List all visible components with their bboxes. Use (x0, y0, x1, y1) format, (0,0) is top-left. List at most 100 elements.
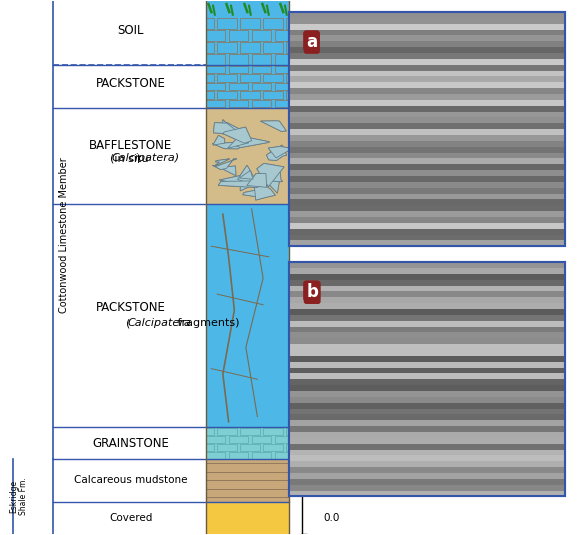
Polygon shape (266, 145, 287, 160)
Polygon shape (213, 159, 237, 170)
Bar (217, 74, 236, 82)
Bar (289, 274, 565, 280)
Bar (289, 77, 565, 82)
Bar (289, 444, 565, 449)
Bar (275, 452, 289, 458)
Polygon shape (236, 135, 270, 148)
Bar (240, 91, 260, 99)
Polygon shape (247, 173, 266, 187)
Bar (275, 54, 289, 65)
Bar (263, 18, 283, 29)
Bar (289, 491, 565, 496)
Bar (289, 362, 565, 368)
Bar (289, 12, 565, 18)
Bar (289, 211, 565, 217)
Bar (289, 147, 565, 152)
Bar (206, 42, 214, 52)
Polygon shape (257, 163, 284, 187)
Bar (206, 30, 225, 41)
Text: SOIL: SOIL (117, 24, 144, 37)
Bar (289, 123, 565, 129)
Text: PACKSTONE: PACKSTONE (96, 301, 166, 314)
Bar (289, 332, 565, 338)
Bar (206, 435, 225, 443)
Polygon shape (254, 186, 275, 200)
Bar (275, 100, 289, 108)
Bar (289, 112, 565, 117)
Bar (289, 415, 565, 421)
Bar (289, 426, 565, 432)
Bar (251, 100, 271, 108)
Bar (289, 297, 565, 303)
Bar (289, 397, 565, 403)
Bar (289, 320, 565, 326)
Polygon shape (239, 171, 253, 179)
Bar (289, 65, 565, 71)
Polygon shape (259, 172, 283, 182)
Bar (251, 435, 271, 443)
Bar (240, 427, 260, 435)
Bar (240, 42, 260, 52)
Bar (206, 74, 214, 82)
Bar (286, 18, 289, 29)
Bar (217, 42, 236, 52)
Bar (289, 35, 565, 41)
Bar (289, 485, 565, 491)
Polygon shape (259, 172, 283, 182)
Polygon shape (213, 123, 236, 134)
Bar (289, 461, 565, 467)
Bar (206, 100, 225, 108)
Bar (289, 240, 565, 246)
Bar (206, 204, 289, 427)
Polygon shape (218, 181, 265, 188)
Bar (289, 292, 565, 297)
Bar (206, 54, 225, 65)
Bar (289, 176, 565, 182)
Polygon shape (212, 142, 247, 149)
Bar (206, 502, 289, 533)
Bar (289, 379, 565, 385)
Bar (229, 54, 248, 65)
Polygon shape (220, 173, 250, 182)
Bar (289, 117, 565, 123)
Bar (229, 452, 248, 458)
Bar (289, 326, 565, 332)
Bar (289, 194, 565, 200)
Bar (289, 368, 565, 373)
Polygon shape (266, 145, 287, 160)
Bar (289, 234, 565, 240)
Bar (286, 91, 289, 99)
Bar (251, 66, 271, 73)
Bar (289, 223, 565, 228)
Bar (217, 18, 236, 29)
Text: BAFFLESTONE: BAFFLESTONE (89, 139, 172, 151)
Bar (289, 373, 565, 379)
Polygon shape (261, 121, 286, 132)
Bar (289, 280, 565, 286)
Bar (289, 356, 565, 362)
Polygon shape (222, 123, 240, 132)
Bar (275, 66, 289, 73)
Bar (289, 18, 565, 24)
Bar (289, 309, 565, 315)
Bar (229, 100, 248, 108)
Text: b: b (306, 284, 318, 301)
Bar (240, 74, 260, 82)
Polygon shape (261, 175, 279, 193)
Polygon shape (236, 135, 270, 148)
Bar (206, 66, 225, 73)
Bar (251, 83, 271, 90)
Bar (289, 432, 565, 438)
Bar (263, 427, 283, 435)
Bar (217, 91, 236, 99)
Bar (289, 409, 565, 415)
Bar (289, 344, 565, 350)
Polygon shape (268, 147, 299, 158)
Polygon shape (238, 165, 255, 184)
Bar (289, 385, 565, 391)
Bar (289, 24, 565, 29)
Polygon shape (254, 186, 275, 200)
Bar (289, 129, 565, 135)
Bar (263, 91, 283, 99)
Bar (289, 82, 565, 88)
